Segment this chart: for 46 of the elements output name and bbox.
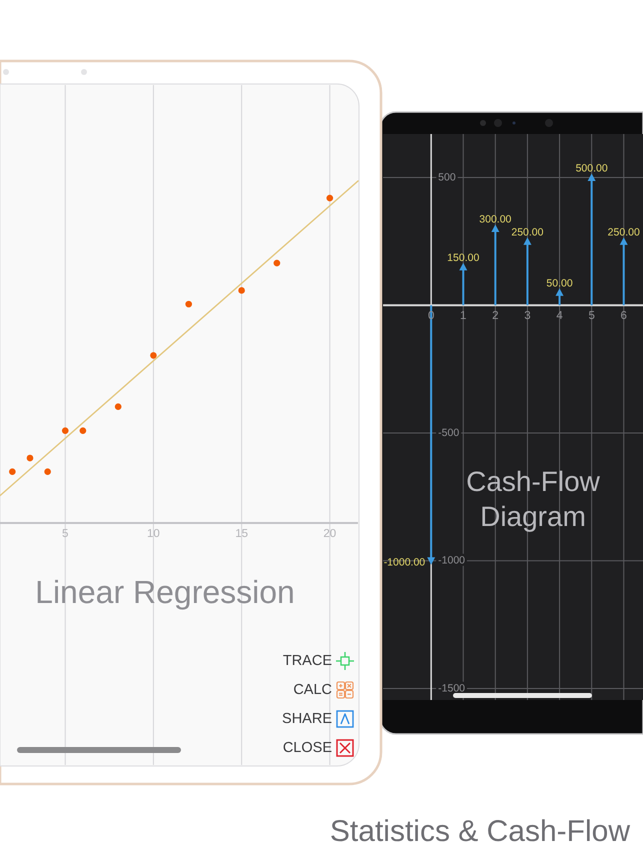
x-tick-label: 5 xyxy=(62,528,68,540)
point xyxy=(459,262,468,270)
x-tick-label: 2 xyxy=(492,310,499,322)
data-label: 300.00 xyxy=(479,214,512,226)
x-tick-label: 1 xyxy=(460,310,466,322)
data-label: 150.00 xyxy=(447,252,480,264)
data-label: 50.00 xyxy=(546,277,573,290)
point xyxy=(620,237,628,245)
text: CALC xyxy=(293,682,332,698)
y-tick-label: -1000 xyxy=(438,554,466,567)
x-tick-label: 3 xyxy=(524,310,531,322)
y-tick-label: -1500 xyxy=(438,682,466,694)
data-label: 250.00 xyxy=(511,226,544,238)
x-tick-label: 6 xyxy=(620,310,627,322)
y-tick-label: 500 xyxy=(438,171,456,184)
point xyxy=(62,427,69,434)
y-tick-label: -500 xyxy=(438,426,460,439)
point xyxy=(326,194,334,202)
x-tick-label: 4 xyxy=(556,310,564,322)
point xyxy=(238,287,245,294)
x-tick-label: 5 xyxy=(588,310,595,322)
text: CLOSE xyxy=(282,740,332,756)
data-label: 500.00 xyxy=(576,162,608,174)
point xyxy=(427,557,436,565)
point xyxy=(9,468,16,475)
text: Statistics & Cash-Flow xyxy=(330,815,630,848)
point xyxy=(150,352,157,359)
text: Linear Regression xyxy=(35,574,295,610)
point xyxy=(185,300,192,308)
point xyxy=(523,237,532,245)
data-label: 250.00 xyxy=(608,226,640,238)
x-tick-label: 20 xyxy=(323,528,336,540)
point xyxy=(26,454,34,462)
point xyxy=(556,288,564,296)
data-label: -1000.00 xyxy=(384,556,426,569)
x-tick-label: 15 xyxy=(235,528,248,540)
point xyxy=(80,427,86,434)
point xyxy=(274,260,280,266)
point xyxy=(588,173,596,181)
point xyxy=(114,403,122,410)
point xyxy=(491,224,500,232)
text: TRACE xyxy=(282,653,332,669)
text: Cash-Flow Diagram xyxy=(466,466,601,532)
point xyxy=(44,468,51,475)
text: SHARE xyxy=(282,711,332,727)
x-tick-label: 10 xyxy=(147,528,160,540)
